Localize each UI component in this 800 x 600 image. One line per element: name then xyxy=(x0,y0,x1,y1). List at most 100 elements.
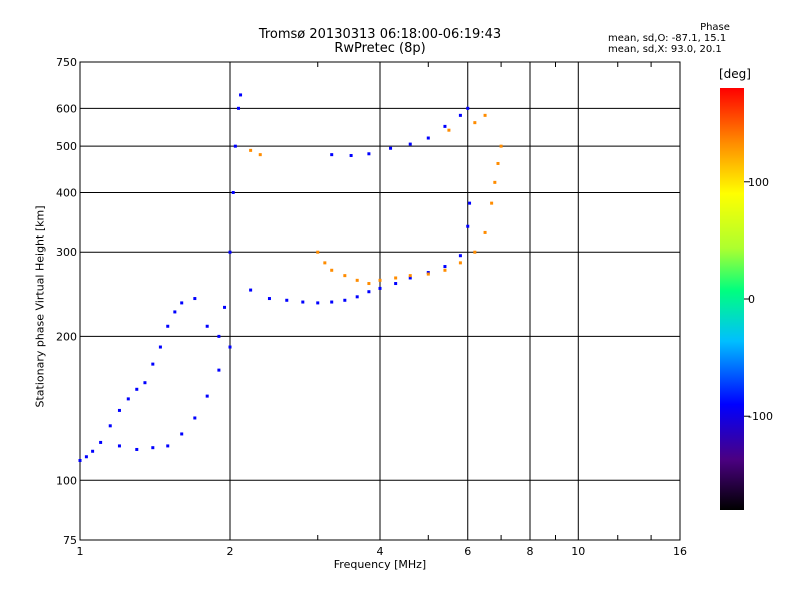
x-tick-label: 8 xyxy=(527,545,534,558)
data-point xyxy=(473,121,477,125)
colorbar-ticks: 100 0 -100 xyxy=(744,176,773,423)
colorbar-tick-label: -100 xyxy=(748,410,773,423)
data-point xyxy=(117,408,121,412)
data-point xyxy=(233,144,237,148)
colorbar-label: [deg] xyxy=(719,67,751,81)
data-point xyxy=(180,432,184,436)
data-point xyxy=(228,345,232,349)
data-point xyxy=(108,424,112,428)
y-tick-label: 500 xyxy=(56,140,77,153)
chart-title: Tromsø 20130313 06:18:00-06:19:43 xyxy=(258,27,502,42)
x-axis-ticks: 1 2 4 6 8 10 16 xyxy=(77,545,688,558)
data-point xyxy=(158,345,162,349)
data-point xyxy=(180,301,184,305)
data-point xyxy=(84,455,88,459)
data-point xyxy=(217,368,221,372)
data-point xyxy=(426,136,430,140)
data-point xyxy=(458,254,462,258)
colorbar-tick-label: 100 xyxy=(748,176,769,189)
data-point xyxy=(426,271,430,275)
phase-stats-header: Phase xyxy=(700,22,730,33)
x-tick-label: 16 xyxy=(673,545,687,558)
data-point xyxy=(468,201,472,205)
x-tick-label: 4 xyxy=(377,545,384,558)
data-point xyxy=(394,282,398,286)
data-point xyxy=(135,387,139,391)
data-point xyxy=(99,440,103,444)
x-tick-label: 2 xyxy=(227,545,234,558)
phase-stats-x: mean, sd,X: 93.0, 20.1 xyxy=(608,44,722,55)
data-point xyxy=(443,124,447,128)
data-point xyxy=(316,250,320,254)
data-point xyxy=(343,298,347,302)
data-point xyxy=(78,458,82,462)
data-point xyxy=(330,300,334,304)
data-point xyxy=(378,286,382,290)
data-point xyxy=(378,278,382,282)
data-point xyxy=(267,297,271,301)
data-point xyxy=(173,310,177,314)
data-point xyxy=(193,416,197,420)
x-axis-label: Frequency [MHz] xyxy=(333,558,427,571)
data-point xyxy=(151,446,155,450)
data-point xyxy=(490,201,494,205)
data-point xyxy=(367,290,371,294)
data-point xyxy=(458,113,462,117)
data-point xyxy=(301,300,305,304)
data-point xyxy=(343,274,347,278)
data-point xyxy=(166,324,170,328)
colorbar xyxy=(720,88,744,510)
x-tick-label: 10 xyxy=(571,545,585,558)
data-point xyxy=(231,190,235,194)
data-point xyxy=(205,394,209,398)
data-point xyxy=(236,106,240,110)
data-point xyxy=(493,180,497,184)
data-point xyxy=(443,265,447,269)
data-point xyxy=(483,230,487,234)
phase-stats: Phase mean, sd,O: -87.1, 15.1 mean, sd,X… xyxy=(600,22,790,55)
data-point xyxy=(367,152,371,156)
data-point xyxy=(126,397,130,401)
chart-subtitle: RwPretec (8p) xyxy=(334,41,426,56)
data-point xyxy=(408,274,412,278)
data-point xyxy=(355,295,359,299)
data-point xyxy=(466,224,470,228)
data-point xyxy=(349,154,353,158)
data-point xyxy=(249,288,253,292)
data-point xyxy=(389,146,393,150)
y-tick-label: 100 xyxy=(56,474,77,487)
data-point xyxy=(223,305,227,309)
y-tick-label: 300 xyxy=(56,246,77,259)
y-axis-label: Stationary phase Virtual Height [km] xyxy=(33,205,47,408)
data-point xyxy=(205,324,209,328)
data-point xyxy=(496,161,500,165)
data-point xyxy=(143,381,147,385)
data-point xyxy=(249,148,253,152)
data-point xyxy=(135,447,139,451)
data-point xyxy=(91,449,95,453)
data-point xyxy=(483,113,487,117)
y-tick-label: 75 xyxy=(63,534,77,547)
data-point xyxy=(258,153,262,157)
y-axis-ticks: 75 100 200 300 400 500 600 750 xyxy=(56,56,77,547)
data-point xyxy=(217,334,221,338)
data-point xyxy=(330,268,334,272)
data-point xyxy=(473,250,477,254)
data-point xyxy=(151,362,155,366)
data-point xyxy=(228,250,232,254)
data-points xyxy=(78,93,503,462)
data-point xyxy=(330,153,334,157)
data-point xyxy=(426,272,430,276)
data-point xyxy=(447,128,451,132)
data-point xyxy=(316,301,320,305)
data-point xyxy=(394,276,398,280)
data-point xyxy=(408,276,412,280)
data-point xyxy=(166,444,170,448)
data-point xyxy=(458,261,462,265)
data-point xyxy=(117,444,121,448)
gridlines xyxy=(80,62,680,540)
colorbar-tick-label: 0 xyxy=(748,293,755,306)
y-tick-label: 200 xyxy=(56,330,77,343)
data-point xyxy=(355,278,359,282)
